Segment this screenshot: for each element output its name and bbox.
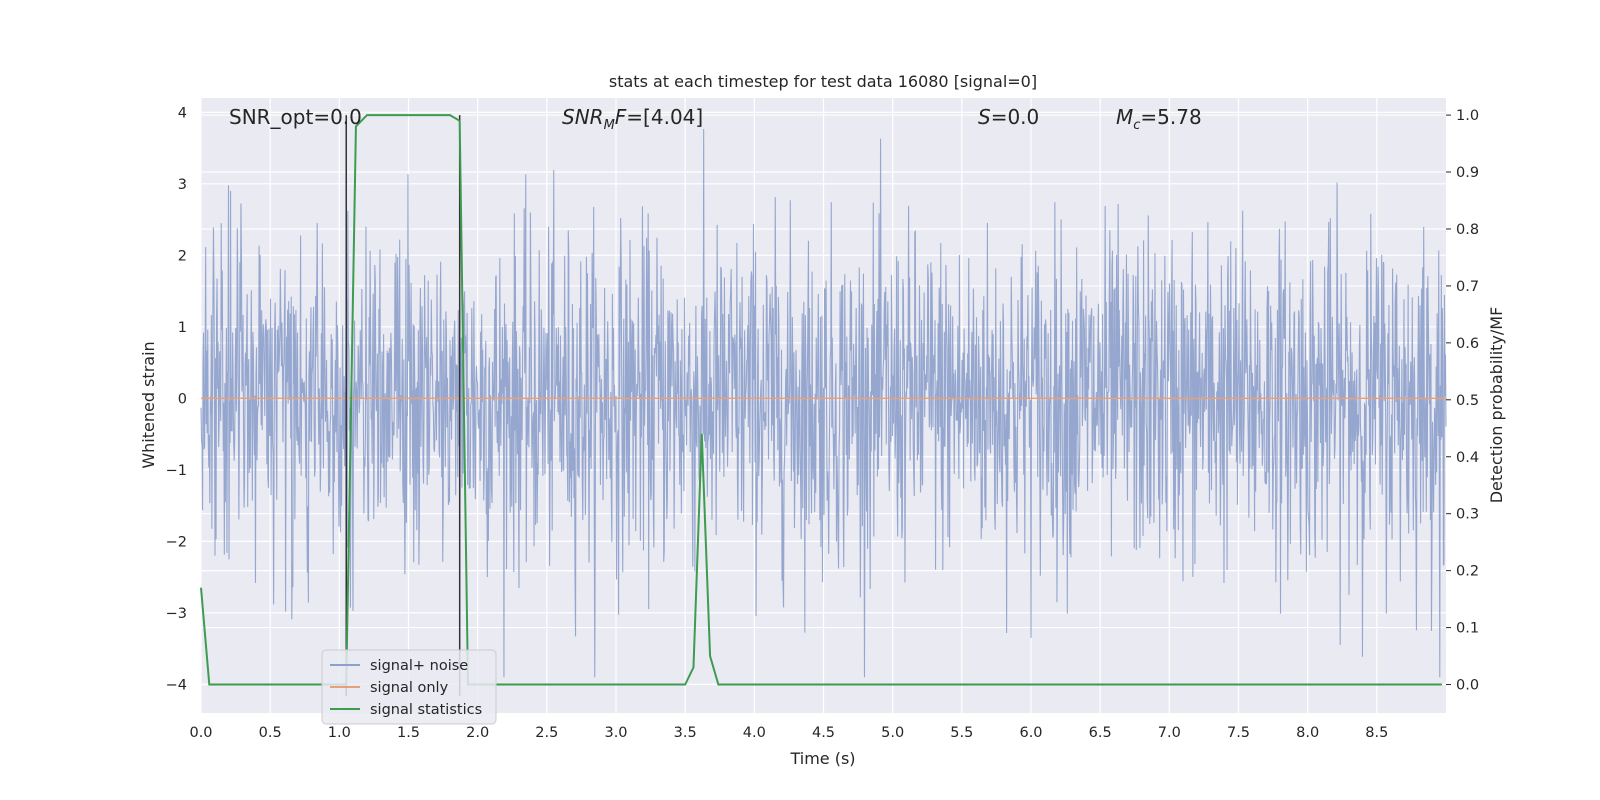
y-left-tick-label: 1 xyxy=(178,320,187,336)
annotation-snr-mf: SNRMF=[4.04] xyxy=(562,105,703,133)
x-tick-label: 6.0 xyxy=(1019,725,1042,741)
series-signal-noise xyxy=(200,129,1447,678)
signal-statistics-line xyxy=(200,114,1442,686)
y-right-tick-label: 0.7 xyxy=(1456,279,1479,295)
y-axis-left-ticks: −4 −3 −2 −1 0 1 2 3 4 xyxy=(166,105,187,693)
y-left-tick-label: 2 xyxy=(178,248,187,264)
y-left-tick-label: −2 xyxy=(166,534,187,550)
y-axis-left-label: Whitened strain xyxy=(139,341,158,468)
x-tick-label: 3.0 xyxy=(604,725,627,741)
y-left-tick-label: 3 xyxy=(178,177,187,193)
annotation-mc-sub: c xyxy=(1133,118,1140,133)
annotation-snr-mf-f: F xyxy=(615,105,627,129)
x-tick-label: 8.0 xyxy=(1296,725,1319,741)
legend-label-signal-statistics: signal statistics xyxy=(370,702,482,718)
annotation-snr-mf-main: SNR xyxy=(562,105,604,129)
x-tick-label: 6.5 xyxy=(1089,725,1112,741)
y-left-tick-label: −3 xyxy=(166,606,187,622)
y-right-tick-label: 0.1 xyxy=(1456,621,1479,637)
annotation-snr-opt: SNR_opt=0.0 xyxy=(229,105,362,129)
annotation-s-value: =0.0 xyxy=(991,105,1040,129)
y-right-tick-label: 1.0 xyxy=(1456,108,1479,124)
x-tick-label: 3.5 xyxy=(674,725,697,741)
chart-title: stats at each timestep for test data 160… xyxy=(609,72,1037,91)
legend: signal+ noise signal only signal statist… xyxy=(321,649,497,725)
annotation-s: S=0.0 xyxy=(978,105,1039,129)
legend-box xyxy=(321,649,497,725)
y-right-tick-label: 0.8 xyxy=(1456,222,1479,238)
x-tick-label: 5.5 xyxy=(950,725,973,741)
x-tick-label: 0.5 xyxy=(259,725,282,741)
y-axis-right-label: Detection probability/MF xyxy=(1487,307,1506,504)
y-right-tick-label: 0.5 xyxy=(1456,393,1479,409)
y-left-tick-label: 4 xyxy=(178,105,187,121)
y-right-tick-label: 0.3 xyxy=(1456,507,1479,523)
y-right-tick-label: 0.2 xyxy=(1456,564,1479,580)
x-tick-label: 1.0 xyxy=(328,725,351,741)
annotation-mc-value: =5.78 xyxy=(1140,105,1201,129)
legend-label-signal-only: signal only xyxy=(370,680,449,696)
annotation-s-var: S xyxy=(978,105,991,129)
x-tick-label: 7.0 xyxy=(1158,725,1181,741)
x-tick-label: 4.5 xyxy=(812,725,835,741)
y-right-tick-label: 0.6 xyxy=(1456,336,1479,352)
x-tick-label: 0.0 xyxy=(189,725,212,741)
series-signal-statistics xyxy=(200,114,1442,696)
annotation-snr-mf-sub: M xyxy=(604,118,615,133)
y-left-tick-label: 0 xyxy=(178,391,187,407)
x-tick-label: 2.0 xyxy=(466,725,489,741)
y-left-tick-label: −4 xyxy=(166,677,187,693)
x-tick-label: 1.5 xyxy=(397,725,420,741)
y-right-tick-label: 0.9 xyxy=(1456,165,1479,181)
annotation-snr-mf-value: =[4.04] xyxy=(626,105,703,129)
x-tick-label: 2.5 xyxy=(535,725,558,741)
y-right-tick-label: 0.0 xyxy=(1456,678,1479,694)
y-right-tick-label: 0.4 xyxy=(1456,450,1479,466)
x-axis-label: Time (s) xyxy=(789,749,855,768)
annotation-mc: Mc=5.78 xyxy=(1116,105,1202,133)
x-tick-label: 8.5 xyxy=(1365,725,1388,741)
legend-label-signal-noise: signal+ noise xyxy=(370,658,468,674)
y-axis-right-ticks: 0.0 0.1 0.2 0.3 0.4 0.5 0.6 0.7 0.8 0.9 1.0 xyxy=(1446,108,1479,694)
annotations: SNR_opt=0.0 SNRMF=[4.04] S=0.0 Mc=5.78 xyxy=(229,105,1202,133)
x-tick-label: 7.5 xyxy=(1227,725,1250,741)
annotation-mc-main: M xyxy=(1116,105,1133,129)
x-tick-label: 5.0 xyxy=(881,725,904,741)
x-axis-ticks: 0.0 0.5 1.0 1.5 2.0 2.5 3.0 3.5 4.0 4.5 5.0 5.5 6.0 6… xyxy=(189,725,1388,741)
x-tick-label: 4.0 xyxy=(743,725,766,741)
signal-noise-line xyxy=(200,129,1447,678)
y-left-tick-label: −1 xyxy=(166,463,187,479)
